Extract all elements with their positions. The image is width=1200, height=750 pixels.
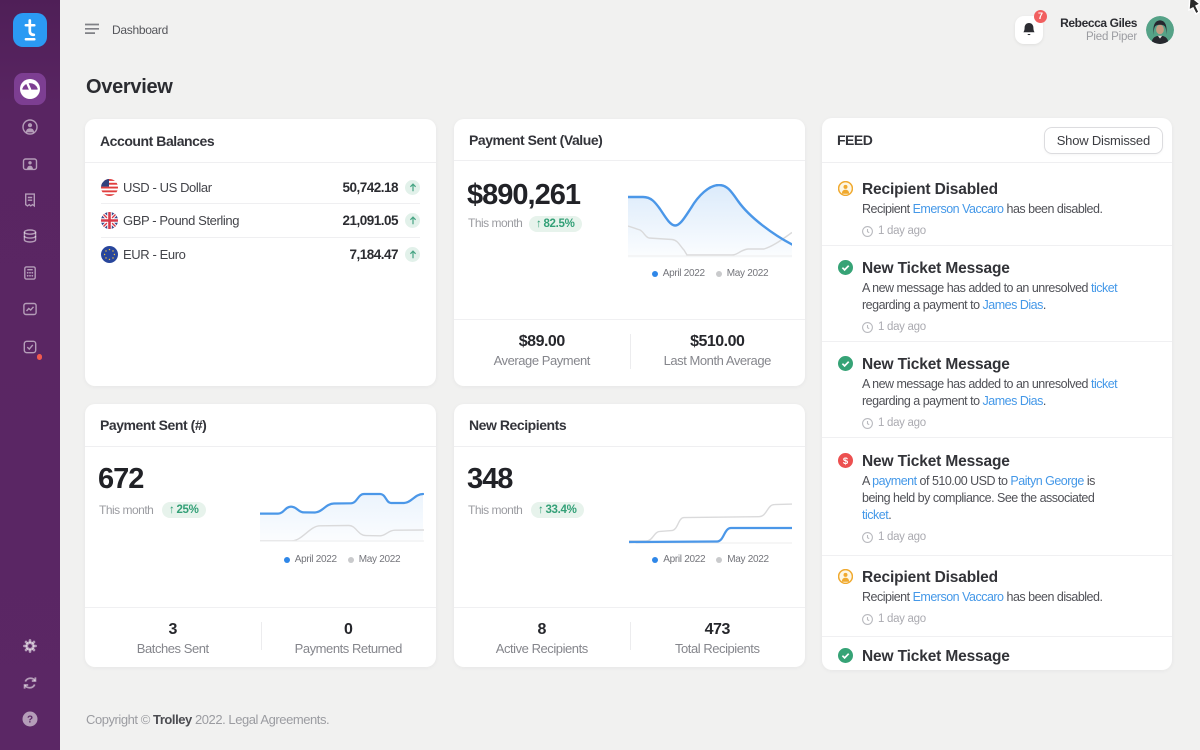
svg-text:$: $ — [843, 456, 849, 467]
svg-text:?: ? — [27, 715, 33, 726]
